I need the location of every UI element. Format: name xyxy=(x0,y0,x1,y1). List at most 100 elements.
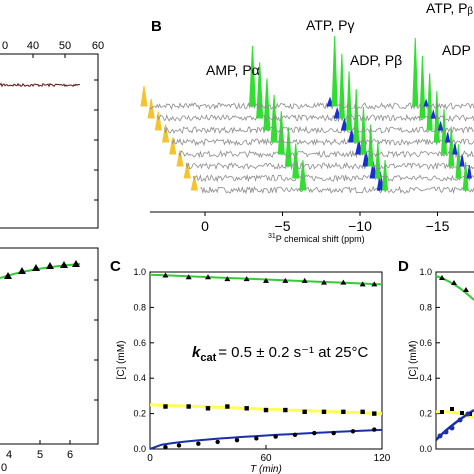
c-triangle-point xyxy=(243,276,250,282)
c-circle-point xyxy=(215,439,220,445)
c-y-tick-label: 1.0 xyxy=(133,267,146,277)
b-xlabel: 31P chemical shift (ppm) xyxy=(268,233,365,244)
spectrum-peak xyxy=(445,132,451,143)
c-square-point xyxy=(372,411,377,416)
d-circle-point xyxy=(457,417,463,423)
c-square-point xyxy=(341,409,346,415)
c-square-point xyxy=(205,406,211,411)
annot-atp-2: ATP, Pᵦ xyxy=(426,0,474,16)
spectrum-peak xyxy=(338,53,345,119)
spectrum-peak xyxy=(426,73,433,131)
a-top-tick: 0 xyxy=(2,40,8,52)
spectrum-peak xyxy=(459,154,465,167)
a-top-tick: 40 xyxy=(27,40,39,52)
nmr-spectra xyxy=(140,35,474,195)
panel-b-letter: B xyxy=(151,18,162,35)
spectrum-peak xyxy=(326,96,334,107)
panel-b: B 0 −5 −10 −15 31P chemical shift (ppm) AMP… xyxy=(140,0,474,244)
c-series xyxy=(149,272,383,450)
a-bottom-cut-label: 0 xyxy=(1,462,7,474)
a-bottom-axes xyxy=(0,247,99,445)
panel-d: D 0.0 0.2 0.4 0.6 0.8 1.0 [C] (mM) xyxy=(398,258,474,454)
b-xlabel-text: P chemical shift (ppm) xyxy=(276,234,365,244)
spectrum-peak xyxy=(437,121,444,131)
c-square-point xyxy=(360,409,365,415)
annot-adp-2: ADP xyxy=(442,42,471,58)
c-y-tick-label: 0.8 xyxy=(133,302,146,312)
a-top-axes xyxy=(0,53,99,229)
c-circle-point xyxy=(254,436,259,441)
c-xlabel: T (min) xyxy=(250,464,282,474)
spectrum-peak xyxy=(333,106,341,119)
spectrum-peak xyxy=(374,142,381,179)
spectrum-trace xyxy=(178,149,474,159)
d-circle-point xyxy=(449,425,455,431)
c-y-tick-label: 0.4 xyxy=(133,373,146,383)
d-y-tick-label: 0.0 xyxy=(419,444,432,454)
c-triangle-point xyxy=(371,281,378,287)
spectrum-trace xyxy=(164,125,474,135)
c-ticks: 0.0 0.2 0.4 0.6 0.8 1.0 0 60 120 xyxy=(133,267,390,464)
c-circle-point xyxy=(312,430,317,436)
c-x-tick-label: 60 xyxy=(260,453,272,464)
spectrum-trace xyxy=(185,161,474,171)
c-square-point xyxy=(283,407,288,413)
spectrum-peak xyxy=(340,117,349,131)
c-triangle-point xyxy=(340,279,347,285)
c-circle-point xyxy=(372,427,377,432)
annot-atp-gamma: ATP, Pγ xyxy=(306,17,355,33)
d-square-point xyxy=(450,407,454,411)
spectrum-peak xyxy=(419,55,426,119)
spectrum-trace xyxy=(149,102,474,111)
spectrum-trace xyxy=(156,113,474,123)
c-square-point xyxy=(163,404,168,409)
d-circle-point xyxy=(437,433,443,439)
d-y-tick-label: 0.8 xyxy=(419,302,432,312)
a-bottom-tick: 6 xyxy=(67,449,73,461)
spectrum-peak xyxy=(248,45,257,107)
c-circle-point xyxy=(163,445,168,450)
a-top-tick: 60 xyxy=(92,40,104,52)
d-y-tick-label: 1.0 xyxy=(419,267,432,277)
a-bottom-points xyxy=(4,260,80,279)
d-y-tick-label: 0.2 xyxy=(419,409,432,419)
spectrum-peak xyxy=(169,137,177,155)
d-axes xyxy=(435,271,474,450)
b-x-tick-label: −10 xyxy=(348,218,372,234)
c-circle-point xyxy=(273,434,278,439)
b-x-tick-label: −5 xyxy=(275,218,291,234)
kcat-text: kcat = 0.5 ± 0.2 s⁻¹ at 25°C xyxy=(192,344,369,364)
c-triangle-point xyxy=(162,272,169,278)
a-triangle-point xyxy=(4,272,12,279)
c-square-point xyxy=(186,404,191,409)
a-top-tick: 50 xyxy=(59,40,71,52)
d-triangle-point xyxy=(451,280,457,285)
spectrum-peak xyxy=(263,78,271,131)
b-x-ticks: 0 −5 −10 −15 xyxy=(201,212,450,234)
kcat-value: = 0.5 ± 0.2 s⁻¹ at 25°C xyxy=(218,344,368,361)
kcat-k: k xyxy=(192,344,201,361)
c-fit-line xyxy=(149,428,383,450)
d-square-point xyxy=(440,410,444,414)
spectrum-peak xyxy=(448,126,455,167)
c-y-tick-label: 0.2 xyxy=(133,409,146,419)
spectrum-peak xyxy=(360,106,367,155)
spectrum-peak xyxy=(346,71,353,131)
panel-d-letter: D xyxy=(398,258,409,275)
spectrum-peak xyxy=(154,111,162,131)
c-square-point xyxy=(321,409,327,415)
d-points xyxy=(437,275,472,439)
c-square-point xyxy=(225,404,230,409)
b-x-tick-label: 0 xyxy=(201,218,209,234)
spectrum-peak xyxy=(466,165,472,179)
spectrum-peak xyxy=(412,37,419,107)
spectrum-peak xyxy=(369,161,377,179)
c-y-tick-label: 0.6 xyxy=(133,338,146,348)
a-triangle-point xyxy=(18,267,26,274)
d-fit-yellow xyxy=(435,410,474,420)
spectrum-peak xyxy=(299,159,307,191)
spectrum-peak xyxy=(455,144,462,179)
a-bottom-tick: 5 xyxy=(37,449,43,461)
a-bottom-ticks xyxy=(39,279,98,444)
c-square-point xyxy=(244,406,249,411)
